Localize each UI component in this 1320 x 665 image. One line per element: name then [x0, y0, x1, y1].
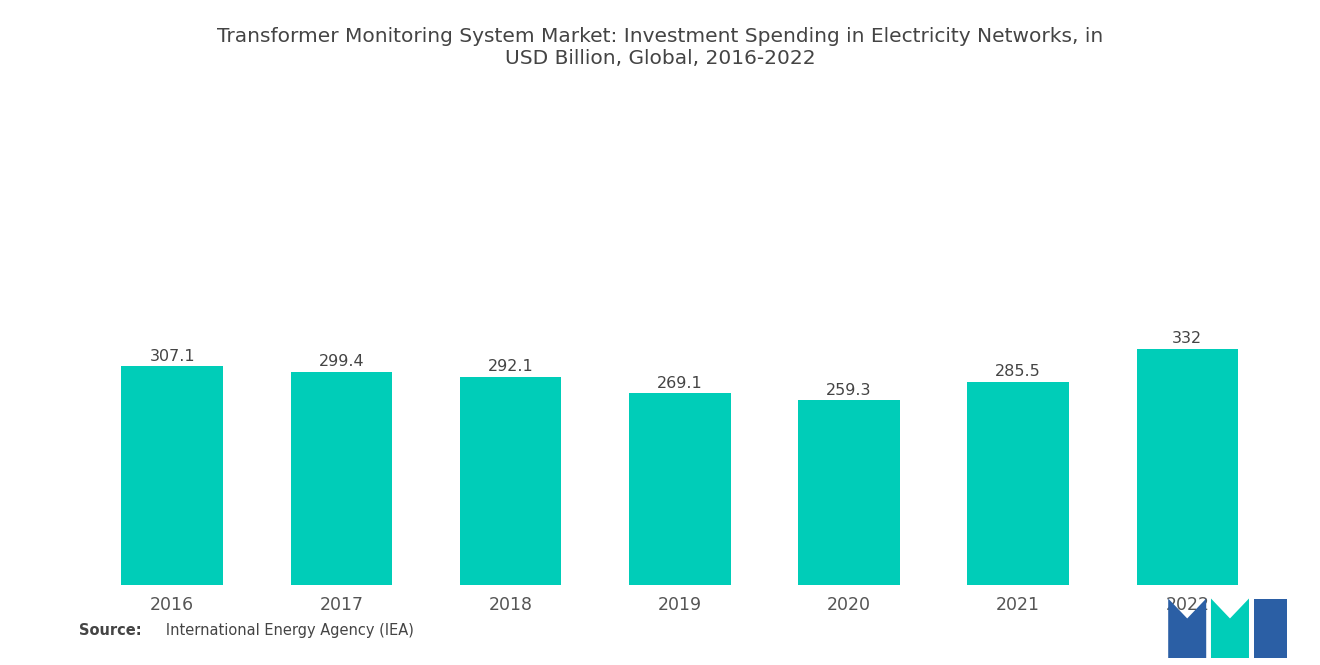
Text: 307.1: 307.1: [149, 348, 195, 364]
Bar: [459, 377, 561, 585]
Text: International Energy Agency (IEA): International Energy Agency (IEA): [152, 623, 413, 638]
Bar: [968, 382, 1069, 585]
Text: 285.5: 285.5: [995, 364, 1041, 379]
Polygon shape: [1168, 598, 1206, 658]
Polygon shape: [1254, 598, 1287, 658]
Text: Transformer Monitoring System Market: Investment Spending in Electricity Network: Transformer Monitoring System Market: In…: [216, 27, 1104, 68]
Text: 259.3: 259.3: [826, 382, 871, 398]
Text: Source:: Source:: [79, 623, 141, 638]
Bar: [290, 372, 392, 585]
Bar: [1137, 348, 1238, 585]
Text: 269.1: 269.1: [657, 376, 702, 390]
Text: 299.4: 299.4: [318, 354, 364, 369]
Text: 332: 332: [1172, 331, 1203, 346]
Text: 292.1: 292.1: [488, 359, 533, 374]
Polygon shape: [1210, 598, 1249, 658]
Bar: [121, 366, 223, 585]
Bar: [630, 394, 730, 585]
Bar: [799, 400, 900, 585]
